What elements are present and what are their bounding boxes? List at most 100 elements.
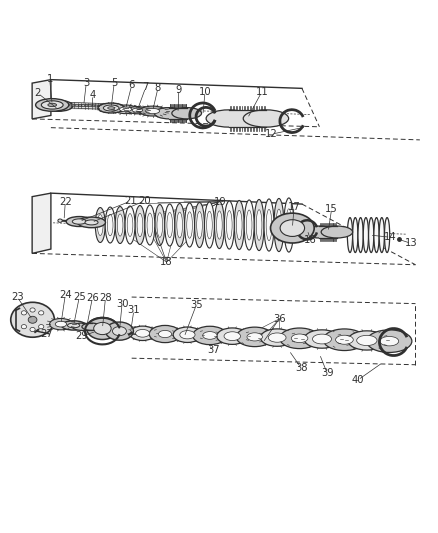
Text: 8: 8 — [155, 83, 161, 93]
Ellipse shape — [379, 217, 385, 253]
Ellipse shape — [234, 200, 244, 249]
Ellipse shape — [113, 327, 127, 336]
Ellipse shape — [237, 211, 242, 240]
Text: 17: 17 — [288, 201, 300, 212]
Ellipse shape — [304, 226, 335, 238]
Ellipse shape — [125, 206, 135, 244]
Ellipse shape — [146, 108, 159, 114]
Ellipse shape — [98, 103, 124, 113]
Ellipse shape — [30, 327, 35, 332]
Ellipse shape — [95, 207, 105, 243]
Ellipse shape — [39, 325, 44, 329]
Text: 1: 1 — [46, 74, 53, 84]
Ellipse shape — [120, 107, 132, 111]
Ellipse shape — [94, 105, 102, 107]
Ellipse shape — [68, 104, 77, 106]
Ellipse shape — [67, 323, 80, 328]
Ellipse shape — [167, 213, 173, 238]
Text: 27: 27 — [40, 329, 53, 339]
Ellipse shape — [157, 213, 162, 237]
Ellipse shape — [108, 107, 115, 109]
Ellipse shape — [226, 211, 232, 239]
Ellipse shape — [276, 209, 282, 241]
Ellipse shape — [173, 327, 202, 343]
Ellipse shape — [203, 332, 217, 340]
Ellipse shape — [135, 206, 145, 245]
Ellipse shape — [165, 204, 175, 246]
Ellipse shape — [127, 214, 133, 237]
Ellipse shape — [205, 202, 214, 248]
Ellipse shape — [136, 329, 150, 337]
Ellipse shape — [147, 213, 153, 237]
Text: 35: 35 — [190, 300, 203, 310]
Ellipse shape — [187, 212, 192, 238]
Ellipse shape — [21, 325, 27, 329]
Ellipse shape — [177, 212, 183, 238]
Ellipse shape — [49, 102, 67, 109]
Ellipse shape — [385, 217, 390, 253]
Ellipse shape — [145, 205, 155, 245]
Text: 18: 18 — [160, 257, 173, 267]
Text: 4: 4 — [89, 90, 95, 100]
Ellipse shape — [75, 104, 84, 106]
Ellipse shape — [155, 205, 165, 246]
Text: 16: 16 — [304, 235, 317, 245]
Ellipse shape — [72, 323, 92, 330]
Ellipse shape — [224, 332, 240, 341]
Ellipse shape — [39, 311, 44, 315]
Ellipse shape — [266, 209, 272, 241]
Ellipse shape — [65, 104, 74, 106]
Ellipse shape — [284, 198, 294, 252]
Bar — [169, 108, 187, 119]
Ellipse shape — [81, 104, 90, 107]
Ellipse shape — [197, 212, 202, 239]
Ellipse shape — [103, 105, 119, 111]
Ellipse shape — [30, 308, 35, 312]
Text: 29: 29 — [75, 332, 88, 341]
Ellipse shape — [48, 103, 57, 107]
Ellipse shape — [114, 105, 137, 114]
Text: 2: 2 — [35, 88, 41, 98]
Bar — [319, 226, 337, 238]
Ellipse shape — [217, 328, 248, 344]
Ellipse shape — [323, 329, 366, 351]
Ellipse shape — [207, 211, 212, 239]
Text: 3: 3 — [83, 78, 89, 88]
Ellipse shape — [72, 219, 86, 224]
Ellipse shape — [291, 334, 308, 343]
Ellipse shape — [368, 217, 374, 253]
Text: 13: 13 — [405, 238, 417, 248]
Ellipse shape — [117, 214, 123, 236]
Text: 26: 26 — [86, 293, 99, 303]
Ellipse shape — [194, 203, 205, 247]
Text: 7: 7 — [142, 83, 149, 93]
Ellipse shape — [312, 334, 332, 344]
Ellipse shape — [274, 198, 284, 252]
Ellipse shape — [72, 104, 81, 106]
Ellipse shape — [321, 226, 353, 238]
Text: 19: 19 — [213, 197, 226, 207]
Ellipse shape — [271, 213, 314, 243]
Ellipse shape — [94, 322, 111, 335]
Ellipse shape — [353, 217, 358, 253]
Ellipse shape — [336, 335, 353, 344]
Ellipse shape — [348, 331, 386, 350]
Text: 12: 12 — [265, 129, 278, 139]
Ellipse shape — [115, 207, 125, 244]
Ellipse shape — [304, 330, 340, 348]
Text: 11: 11 — [255, 87, 268, 97]
Ellipse shape — [61, 321, 86, 330]
Ellipse shape — [358, 217, 363, 253]
Ellipse shape — [246, 210, 252, 240]
Ellipse shape — [357, 335, 377, 345]
Ellipse shape — [159, 330, 172, 337]
Ellipse shape — [254, 199, 264, 251]
Bar — [229, 110, 266, 127]
Ellipse shape — [91, 105, 99, 107]
Ellipse shape — [149, 326, 181, 343]
Polygon shape — [32, 79, 51, 119]
Ellipse shape — [215, 201, 224, 248]
Ellipse shape — [21, 311, 27, 315]
Text: 24: 24 — [59, 290, 72, 300]
Ellipse shape — [28, 316, 37, 323]
